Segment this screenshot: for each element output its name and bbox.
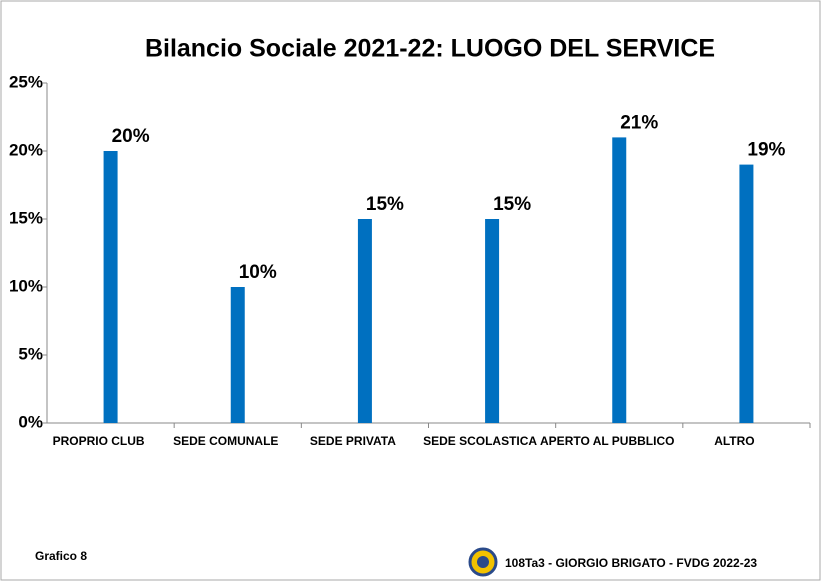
value-label: 20%	[112, 126, 150, 147]
x-tick-label: SEDE SCOLASTICA	[423, 434, 537, 448]
logo	[468, 547, 498, 577]
value-label: 15%	[366, 194, 404, 215]
value-label: 10%	[239, 262, 277, 283]
value-label: 15%	[493, 194, 531, 215]
x-tick-label: SEDE PRIVATA	[310, 434, 396, 448]
chart-title: Bilancio Sociale 2021-22: LUOGO DEL SERV…	[145, 35, 715, 63]
bar	[357, 219, 372, 423]
footer-right: 108Ta3 - GIORGIO BRIGATO - FVDG 2022-23	[505, 556, 757, 570]
bar	[485, 219, 500, 423]
bar	[230, 287, 245, 423]
bar	[103, 151, 118, 423]
footer-left: Grafico 8	[35, 549, 87, 563]
bar	[612, 137, 627, 423]
x-tick-label: APERTO AL PUBBLICO	[540, 434, 674, 448]
y-tick-label: 10%	[9, 276, 43, 295]
y-tick-label: 20%	[9, 140, 43, 159]
y-tick-label: 25%	[9, 72, 43, 91]
value-label: 19%	[747, 140, 785, 161]
y-tick-label: 0%	[18, 412, 43, 431]
y-tick-label: 15%	[9, 208, 43, 227]
y-tick-label: 5%	[18, 344, 43, 363]
x-tick-label: PROPRIO CLUB	[53, 434, 145, 448]
x-tick-label: SEDE COMUNALE	[173, 434, 278, 448]
bar	[739, 164, 754, 423]
value-label: 21%	[620, 112, 658, 133]
x-tick-label: ALTRO	[714, 434, 754, 448]
